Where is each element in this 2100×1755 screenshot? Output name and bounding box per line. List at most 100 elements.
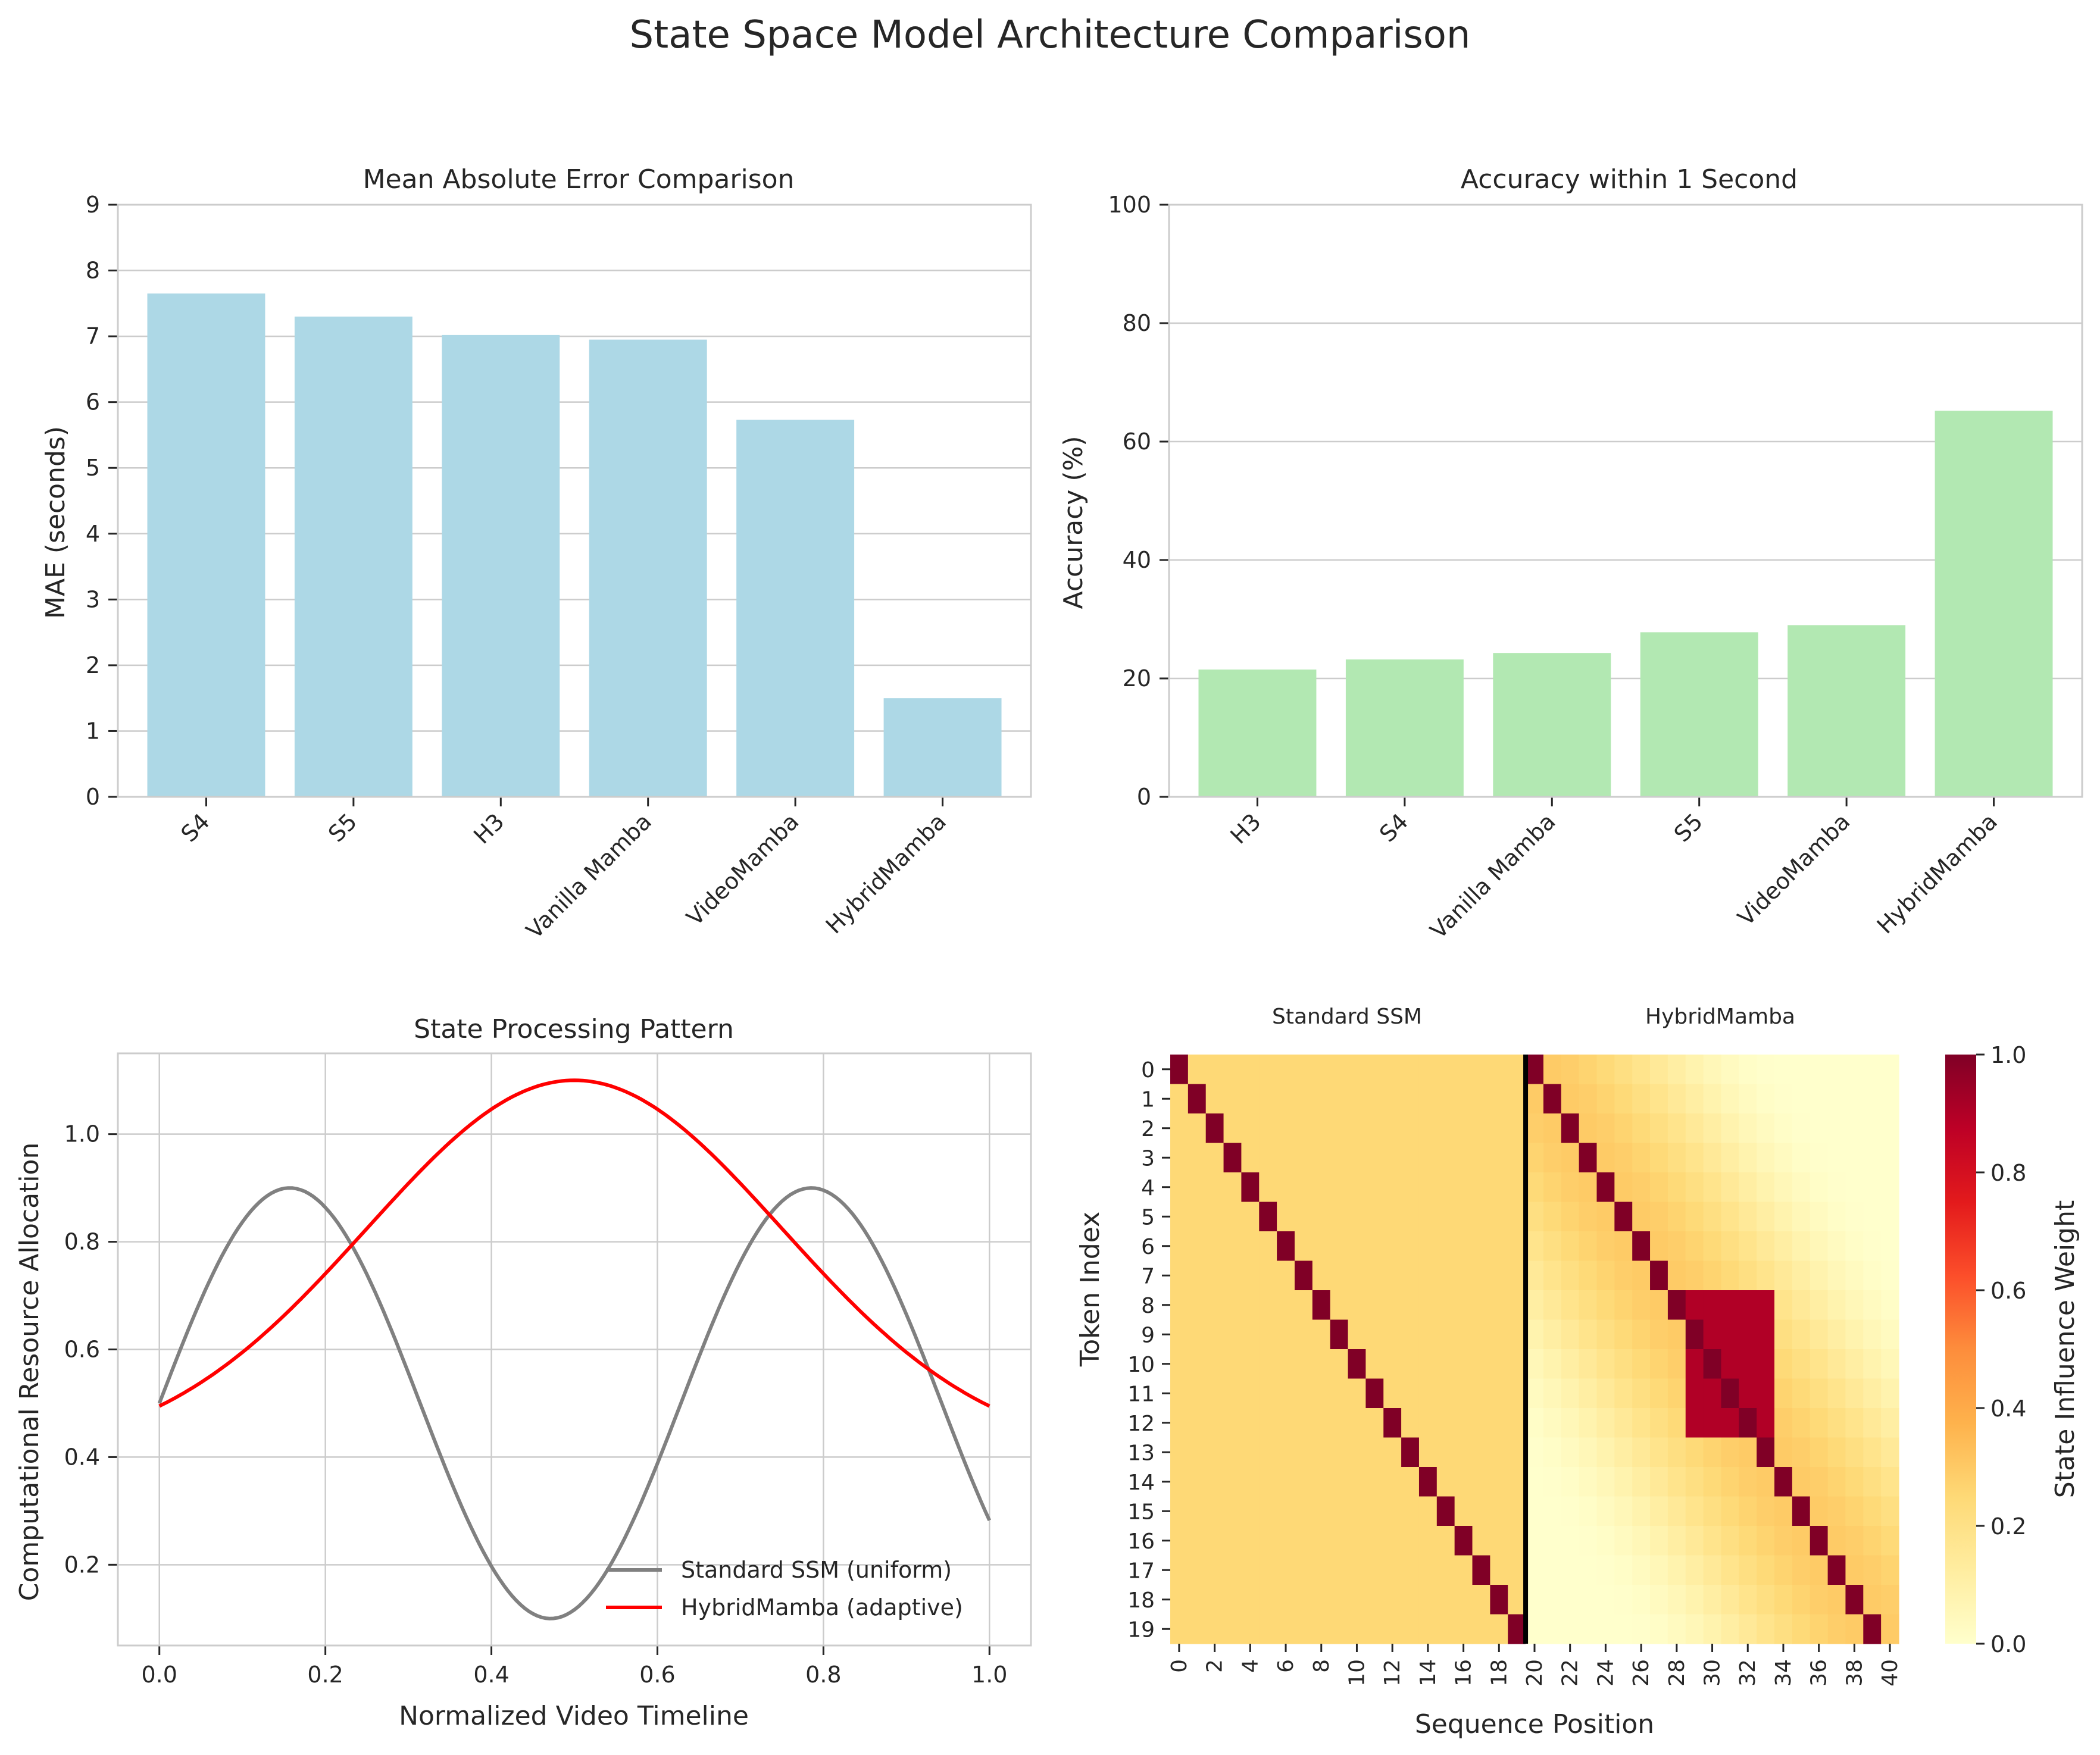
heatmap-cell [1614, 1202, 1633, 1232]
heatmap-cell [1667, 1555, 1686, 1585]
heatmap-cell [1348, 1496, 1366, 1526]
heatmap-cell [1223, 1143, 1242, 1173]
heatmap-cell [1881, 1526, 1899, 1556]
heatmap-cell [1365, 1172, 1384, 1203]
heatmap-cell [1703, 1202, 1722, 1232]
heatmap-cell [1685, 1202, 1704, 1232]
heatmap-cell [1739, 1202, 1757, 1232]
heatmap-cell [1579, 1055, 1598, 1085]
mae-plot-frame [117, 204, 1032, 798]
y-tick-label: 0.4 [64, 1444, 100, 1470]
heatmap-cell [1632, 1113, 1651, 1144]
heatmap-cell [1721, 1231, 1739, 1262]
heatmap-cell [1454, 1260, 1473, 1291]
heatmap-cell [1472, 1378, 1490, 1409]
heatmap-cell [1365, 1555, 1384, 1585]
heatmap-cell [1685, 1260, 1704, 1291]
x-tick-label: S5 [1669, 808, 1708, 847]
heatmap-cell [1401, 1055, 1420, 1085]
heatmap-cell [1223, 1172, 1242, 1203]
heatmap-cell [1170, 1349, 1189, 1379]
heatmap-cell [1632, 1319, 1651, 1350]
heatmap-panel-title-standard-ssm: Standard SSM [1272, 1005, 1422, 1029]
heatmap-cell [1294, 1172, 1313, 1203]
heatmap-cell [1543, 1143, 1562, 1173]
heatmap-cell [1508, 1614, 1526, 1644]
heatmap-cell [1757, 1378, 1775, 1409]
heatmap-cell [1774, 1467, 1793, 1497]
heatmap-cell [1401, 1614, 1420, 1644]
heatmap-cell [1205, 1084, 1224, 1114]
heatmap-cell [1188, 1143, 1207, 1173]
heatmap-cell [1472, 1408, 1490, 1438]
x-tick-label: 14 [1416, 1659, 1440, 1687]
heatmap-cell [1454, 1585, 1473, 1615]
heatmap-cell [1277, 1143, 1295, 1173]
heatmap-cell [1810, 1113, 1829, 1144]
heatmap-cell [1454, 1496, 1473, 1526]
heatmap-cell [1205, 1113, 1224, 1144]
heatmap-cell [1436, 1555, 1455, 1585]
heatmap-cell [1827, 1349, 1846, 1379]
heatmap-cell [1508, 1260, 1526, 1291]
heatmap-cell [1312, 1055, 1331, 1085]
heatmap-cell [1650, 1408, 1668, 1438]
heatmap-cell [1667, 1408, 1686, 1438]
heatmap-cell [1650, 1585, 1668, 1615]
heatmap-cell [1739, 1408, 1757, 1438]
heatmap-cell [1863, 1555, 1882, 1585]
heatmap-cell [1543, 1290, 1562, 1321]
heatmap-cell [1170, 1113, 1189, 1144]
heatmap-cell [1365, 1349, 1384, 1379]
heatmap-cell [1223, 1260, 1242, 1291]
heatmap-cell [1827, 1202, 1846, 1232]
heatmap-cell [1383, 1290, 1402, 1321]
heatmap-cell [1508, 1290, 1526, 1321]
heatmap-cell [1454, 1349, 1473, 1379]
heatmap-cell [1241, 1555, 1260, 1585]
heatmap-cell [1703, 1055, 1722, 1085]
heatmap-cell [1436, 1378, 1455, 1409]
heatmap-cell [1312, 1349, 1331, 1379]
heatmap-cell [1170, 1172, 1189, 1203]
heatmap-cell [1614, 1231, 1633, 1262]
heatmap-cell [1436, 1172, 1455, 1203]
heatmap-cell [1383, 1555, 1402, 1585]
heatmap-cell [1685, 1172, 1704, 1203]
heatmap-cell [1579, 1408, 1598, 1438]
heatmap-cell [1650, 1290, 1668, 1321]
heatmap-cell [1757, 1172, 1775, 1203]
heatmap-cell [1667, 1143, 1686, 1173]
heatmap-cell [1774, 1555, 1793, 1585]
y-tick-label: 10 [1127, 1353, 1155, 1377]
heatmap-cell [1277, 1349, 1295, 1379]
heatmap-cell [1188, 1172, 1207, 1203]
heatmap-cell [1614, 1614, 1633, 1644]
heatmap-cell [1418, 1585, 1438, 1615]
heatmap-cell [1543, 1467, 1562, 1497]
heatmap-cell [1188, 1349, 1207, 1379]
heatmap-cell [1170, 1260, 1189, 1291]
heatmap-cell [1223, 1055, 1242, 1085]
heatmap-cell [1277, 1585, 1295, 1615]
heatmap-cell [1241, 1260, 1260, 1291]
heatmap-cell [1508, 1496, 1526, 1526]
x-tick-label: H3 [468, 808, 509, 849]
heatmap-cell [1774, 1437, 1793, 1468]
heatmap-cell [1170, 1084, 1189, 1114]
heatmap-cell [1418, 1378, 1438, 1409]
heatmap-cell [1401, 1231, 1420, 1262]
heatmap-cell [1561, 1467, 1580, 1497]
heatmap-cell [1757, 1555, 1775, 1585]
heatmap-cell [1472, 1113, 1490, 1144]
heatmap-cell [1259, 1526, 1277, 1556]
heatmap-cell [1508, 1555, 1526, 1585]
heatmap-cell [1205, 1526, 1224, 1556]
heatmap-cell [1863, 1172, 1882, 1203]
heatmap-cell [1170, 1319, 1189, 1350]
heatmap-cell [1614, 1378, 1633, 1409]
heatmap-cell [1312, 1526, 1331, 1556]
heatmap-cell [1774, 1526, 1793, 1556]
heatmap-cell [1526, 1378, 1544, 1409]
heatmap-cell [1703, 1231, 1722, 1262]
